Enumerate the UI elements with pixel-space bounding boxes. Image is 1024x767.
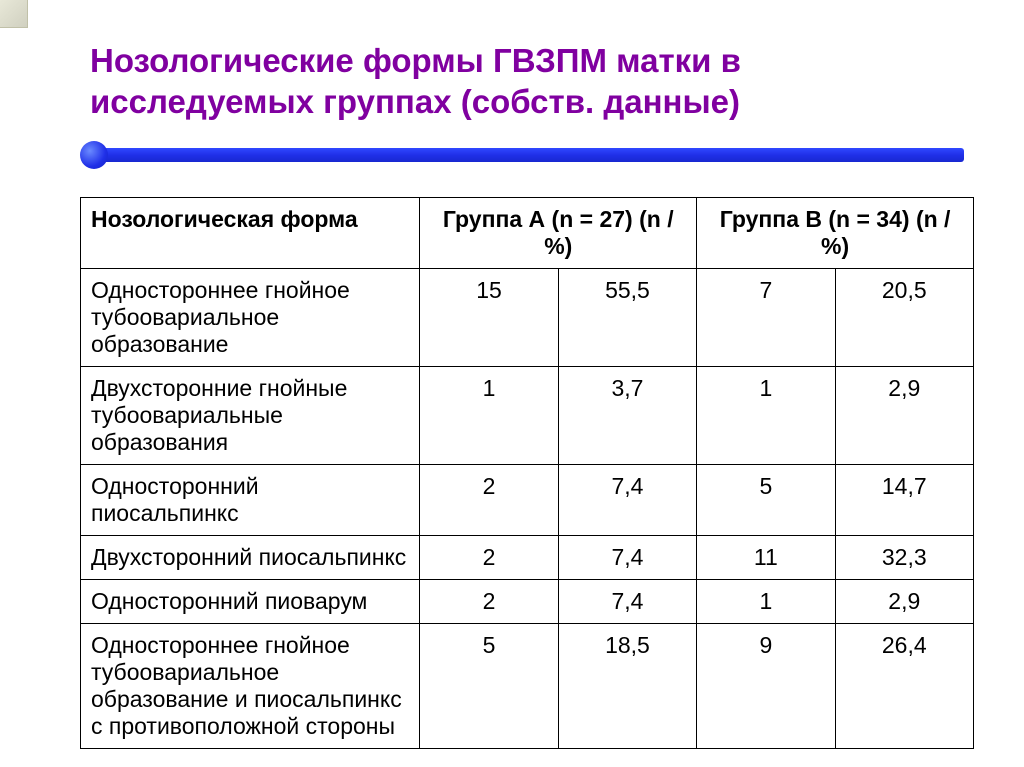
header-form: Нозологическая форма bbox=[81, 197, 420, 268]
cell-a-n: 5 bbox=[420, 623, 558, 748]
row-label: Одностороннее гнойное тубоовариальное об… bbox=[81, 268, 420, 366]
cell-b-n: 1 bbox=[697, 579, 835, 623]
cell-b-n: 7 bbox=[697, 268, 835, 366]
cell-a-n: 15 bbox=[420, 268, 558, 366]
row-label: Двухсторонние гнойные тубоовариальные об… bbox=[81, 366, 420, 464]
cell-a-n: 2 bbox=[420, 535, 558, 579]
row-label: Односторонний пиоварум bbox=[81, 579, 420, 623]
row-label: Двухсторонний пиосальпинкс bbox=[81, 535, 420, 579]
cell-a-pct: 55,5 bbox=[558, 268, 696, 366]
cell-a-pct: 7,4 bbox=[558, 579, 696, 623]
cell-a-pct: 18,5 bbox=[558, 623, 696, 748]
corner-decoration bbox=[0, 0, 28, 28]
slide-container: Нозологические формы ГВЗПМ матки в иссле… bbox=[0, 0, 1024, 749]
table-header-row: Нозологическая форма Группа А (n = 27) (… bbox=[81, 197, 974, 268]
cell-a-n: 2 bbox=[420, 464, 558, 535]
cell-b-pct: 20,5 bbox=[835, 268, 973, 366]
row-label: Односторонний пиосальпинкс bbox=[81, 464, 420, 535]
cell-a-n: 2 bbox=[420, 579, 558, 623]
cell-b-n: 11 bbox=[697, 535, 835, 579]
cell-a-pct: 7,4 bbox=[558, 464, 696, 535]
accent-bar bbox=[80, 141, 964, 169]
cell-a-n: 1 bbox=[420, 366, 558, 464]
slide-title: Нозологические формы ГВЗПМ матки в иссле… bbox=[70, 40, 964, 123]
header-group-a: Группа А (n = 27) (n / %) bbox=[420, 197, 697, 268]
accent-line bbox=[104, 148, 964, 162]
table-row: Односторонний пиоварум 2 7,4 1 2,9 bbox=[81, 579, 974, 623]
cell-b-n: 1 bbox=[697, 366, 835, 464]
table-row: Односторонний пиосальпинкс 2 7,4 5 14,7 bbox=[81, 464, 974, 535]
table-row: Одностороннее гнойное тубоовариальное об… bbox=[81, 268, 974, 366]
accent-circle bbox=[80, 141, 108, 169]
header-group-b: Группа В (n = 34) (n / %) bbox=[697, 197, 974, 268]
cell-a-pct: 7,4 bbox=[558, 535, 696, 579]
table-row: Двухсторонние гнойные тубоовариальные об… bbox=[81, 366, 974, 464]
data-table: Нозологическая форма Группа А (n = 27) (… bbox=[80, 197, 974, 749]
cell-b-n: 5 bbox=[697, 464, 835, 535]
table-row: Двухсторонний пиосальпинкс 2 7,4 11 32,3 bbox=[81, 535, 974, 579]
cell-b-pct: 2,9 bbox=[835, 366, 973, 464]
table-row: Одностороннее гнойное тубоовариальное об… bbox=[81, 623, 974, 748]
cell-b-pct: 14,7 bbox=[835, 464, 973, 535]
row-label: Одностороннее гнойное тубоовариальное об… bbox=[81, 623, 420, 748]
cell-b-pct: 32,3 bbox=[835, 535, 973, 579]
cell-b-n: 9 bbox=[697, 623, 835, 748]
cell-b-pct: 26,4 bbox=[835, 623, 973, 748]
table-body: Одностороннее гнойное тубоовариальное об… bbox=[81, 268, 974, 748]
cell-a-pct: 3,7 bbox=[558, 366, 696, 464]
cell-b-pct: 2,9 bbox=[835, 579, 973, 623]
